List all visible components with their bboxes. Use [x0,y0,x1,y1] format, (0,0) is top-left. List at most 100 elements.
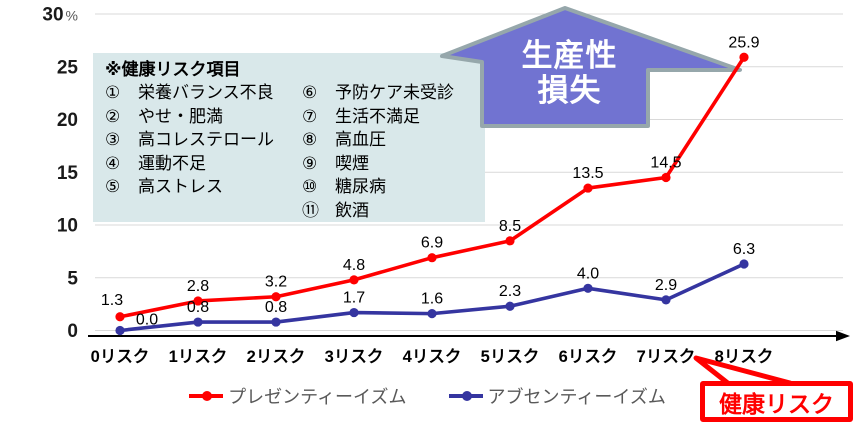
productivity-loss-line1: 生産性 [521,38,618,73]
absenteeism-value-label: 1.6 [421,291,443,308]
risk-item-number: ⑧ [302,130,318,149]
x-axis-tick-label: 2リスク [247,347,306,366]
risk-item-label: やせ・肥満 [138,106,223,126]
legend-label-presenteeism: プレゼンティーイズム [228,387,407,407]
absenteeism-point [427,309,437,319]
risk-item-number: ③ [105,130,121,149]
presenteeism-value-label: 8.5 [499,218,521,235]
y-axis-tick-label: 30% [42,5,78,26]
risk-item: ② やせ・肥満 [105,105,274,129]
x-axis-tick-label: 8リスク [715,347,774,366]
risk-legend-left-column: ① 栄養バランス不良 ② やせ・肥満 ③ 高コレステロール ④ 運動不足 ⑤ 高ストレス [105,81,274,199]
x-axis-tick-label: 6リスク [559,347,618,366]
presenteeism-point [193,296,203,306]
x-axis-arrowhead-icon [836,330,850,342]
absenteeism-value-label: 0.8 [187,299,209,316]
risk-item-label: 喫煙 [335,153,369,173]
absenteeism-point [505,301,515,311]
risk-item: ① 栄養バランス不良 [105,81,274,105]
risk-item: ⑪ 飲酒 [302,199,454,223]
presenteeism-value-label: 2.8 [187,278,209,295]
absenteeism-value-label: 2.3 [499,283,521,300]
x-axis-tick-label: 7リスク [637,347,696,366]
presenteeism-point [739,52,749,62]
productivity-loss-line2: 損失 [537,73,602,108]
presenteeism-value-label: 1.3 [101,292,123,309]
y-axis-tick-label: 20 [57,110,78,131]
presenteeism-point [661,172,671,183]
presenteeism-value-label: 14.5 [650,155,681,172]
risk-item-label: 運動不足 [138,153,206,173]
absenteeism-value-label: 0.0 [136,312,158,329]
presenteeism-value-label: 13.5 [572,165,603,182]
risk-item: ⑥ 予防ケア未受診 [302,81,454,105]
absenteeism-line-marker-icon [448,391,483,401]
risk-item-label: 生活不満足 [335,106,420,126]
presenteeism-value-label: 4.8 [343,257,365,274]
presenteeism-point [583,183,593,193]
legend-item-presenteeism[interactable]: プレゼンティーイズム [189,383,407,409]
legend-item-absenteeism[interactable]: アブセンティーイズム [448,383,666,409]
presenteeism-point [115,312,125,322]
x-axis-tick-label: 5リスク [481,347,540,366]
absenteeism-point [739,259,749,269]
presenteeism-value-label: 6.9 [421,235,443,252]
health-risk-callout: 健康リスク [700,381,853,422]
absenteeism-point [583,283,593,293]
risk-item-label: 予防ケア未受診 [335,83,454,102]
x-axis-tick-label: 0リスク [91,347,150,366]
risk-item-label: 高血圧 [335,130,386,149]
absenteeism-point [115,325,125,336]
health-risk-callout-label: 健康リスク [719,390,834,417]
risk-item: ⑩ 糖尿病 [302,175,454,199]
presenteeism-point [505,236,515,246]
absenteeism-value-label: 2.9 [655,277,677,294]
x-axis-tick-label: 4リスク [403,347,462,366]
risk-item-label: 栄養バランス不良 [138,83,274,102]
legend-label-absenteeism: アブセンティーイズム [487,387,666,407]
y-axis-tick-label: 10 [57,216,78,237]
y-axis-tick-label: 25 [57,57,79,78]
risk-item-number: ⑦ [302,106,318,126]
absenteeism-value-label: 6.3 [733,241,755,258]
risk-item-label: 飲酒 [335,200,369,220]
y-axis-tick-label: 15 [57,163,79,184]
productivity-loss-label: 生産性 損失 [487,38,652,108]
risk-item-number: ② [105,106,121,126]
risk-item-number: ④ [105,153,121,173]
risk-item-label: 糖尿病 [335,177,386,196]
risk-item: ⑨ 喫煙 [302,152,454,176]
presenteeism-value-label: 3.2 [265,274,287,291]
risk-item: ⑧ 高血圧 [302,128,454,152]
risk-item: ⑦ 生活不満足 [302,105,454,129]
presenteeism-point [271,292,281,302]
risk-item-number: ⑤ [105,177,121,196]
absenteeism-point [193,317,203,327]
presenteeism-value-label: 25.9 [728,34,759,51]
absenteeism-point [349,307,359,318]
up-arrow-shape [440,6,742,128]
y-axis-tick-label: 5 [67,268,78,289]
absenteeism-line [118,262,746,333]
absenteeism-point [271,317,281,327]
risk-legend-box: ※健康リスク項目 ① 栄養バランス不良 ② やせ・肥満 ③ 高コレステロール ④ 運動不足 ⑤ 高… [93,53,485,222]
absenteeism-value-label: 4.0 [577,265,599,282]
absenteeism-value-label: 1.7 [343,290,365,307]
risk-legend-right-column: ⑥ 予防ケア未受診 ⑦ 生活不満足 ⑧ 高血圧 ⑨ 喫煙 ⑩ 糖尿病 ⑪ 飲酒 [302,81,454,222]
risk-item-number: ⑥ [302,83,318,102]
y-axis-tick-label: 0 [67,321,78,342]
presenteeism-point [349,275,359,285]
presenteeism-line-marker-icon [189,391,224,401]
risk-item: ⑤ 高ストレス [105,175,274,199]
risk-item: ④ 運動不足 [105,152,274,176]
x-axis-tick-label: 1リスク [169,347,228,366]
presenteeism-point [427,253,437,263]
risk-item-number: ① [105,83,121,102]
absenteeism-point [661,295,671,305]
risk-item-number: ⑨ [302,153,318,173]
risk-item: ③ 高コレステロール [105,128,274,152]
chart-legend: プレゼンティーイズム アブセンティーイズム [0,382,855,410]
risk-legend-title: ※健康リスク項目 [105,60,241,79]
risk-item-label: 高コレステロール [138,130,274,149]
risk-item-label: 高ストレス [138,177,223,196]
